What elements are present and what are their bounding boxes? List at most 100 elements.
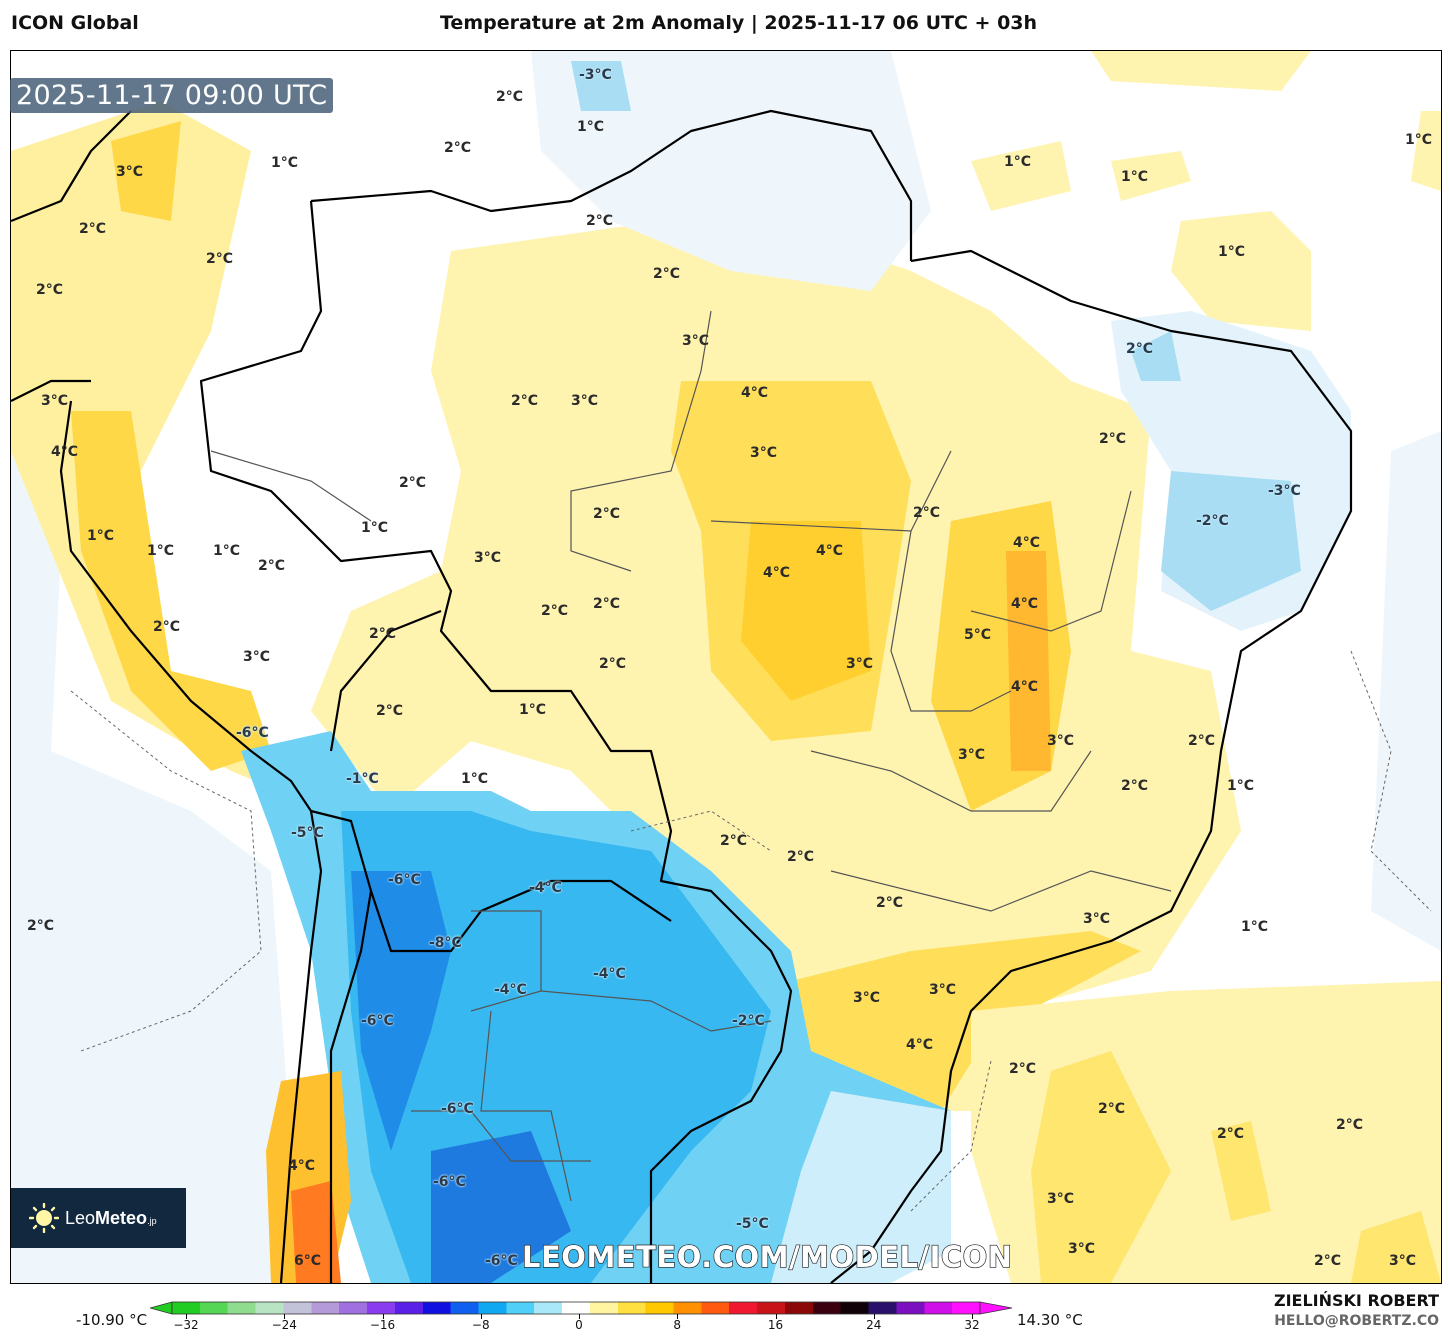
author-name: ZIELIŃSKI ROBERT xyxy=(1273,1291,1439,1310)
contour-label: 2°C xyxy=(1336,1117,1364,1133)
colorbar-tick-label: −8 xyxy=(471,1318,490,1332)
contour-label: -1°C xyxy=(346,771,379,787)
contour-label: -4°C xyxy=(494,982,527,998)
contour-label: 1°C xyxy=(213,543,241,559)
contour-label: 4°C xyxy=(763,565,791,581)
contour-label: -3°C xyxy=(1268,483,1301,499)
contour-label: 3°C xyxy=(958,747,986,763)
contour-label: 3°C xyxy=(853,990,881,1006)
contour-label: 4°C xyxy=(906,1037,934,1053)
colorbar xyxy=(148,1300,1015,1315)
contour-label: 2°C xyxy=(36,282,64,298)
contour-label: -4°C xyxy=(593,966,626,982)
colorbar-tick-mark xyxy=(677,1314,679,1319)
colorbar-tick-label: 8 xyxy=(673,1318,682,1332)
sun-icon xyxy=(28,1202,60,1234)
contour-label: 3°C xyxy=(750,445,778,461)
contour-label: 2°C xyxy=(876,895,904,911)
contour-label: 2°C xyxy=(720,833,748,849)
contour-label: 2°C xyxy=(1126,341,1154,357)
chart-title: Temperature at 2m Anomaly | 2025-11-17 0… xyxy=(440,12,1038,34)
contour-label: 2°C xyxy=(153,619,181,635)
contour-label: 3°C xyxy=(846,656,874,672)
contour-label: 2°C xyxy=(1314,1253,1342,1269)
contour-label: 3°C xyxy=(1068,1241,1096,1257)
contour-label: 2°C xyxy=(1099,431,1127,447)
contour-label: 1°C xyxy=(87,528,115,544)
contour-label: 3°C xyxy=(116,164,144,180)
contour-label: -8°C xyxy=(429,935,462,951)
contour-label: 3°C xyxy=(1083,911,1111,927)
anomaly-map: -3°C 2°C 1°C 2°C 3°C 1°C 1°C 1°C 1°C 2°C 2°C 2°C 1°C… xyxy=(10,50,1442,1284)
colorbar-tick-label: −32 xyxy=(173,1318,199,1332)
contour-label: 4°C xyxy=(51,444,79,460)
contour-label: 3°C xyxy=(1047,733,1075,749)
logo-text: LeoMeteo.jp xyxy=(65,1207,157,1228)
contour-label: 2°C xyxy=(1188,733,1216,749)
contour-label: 4°C xyxy=(288,1158,316,1174)
colorbar-tick-mark xyxy=(972,1314,973,1319)
contour-label: 2°C xyxy=(787,849,815,865)
contour-label: 1°C xyxy=(461,771,489,787)
colorbar-tick-mark xyxy=(579,1314,580,1319)
contour-label: 2°C xyxy=(444,140,472,156)
author-email: HELLO@ROBERTZ.CO xyxy=(1274,1313,1439,1329)
contour-label: 4°C xyxy=(741,385,769,401)
contour-label: 3°C xyxy=(571,393,599,409)
contour-label: 2°C xyxy=(511,393,539,409)
contour-label: 2°C xyxy=(79,221,107,237)
contour-label: -4°C xyxy=(529,880,562,896)
contour-label: 3°C xyxy=(243,649,271,665)
contour-label: -6°C xyxy=(485,1253,518,1269)
contour-label: 1°C xyxy=(147,543,175,559)
contour-label: -5°C xyxy=(291,825,324,841)
colorbar-tick-label: −24 xyxy=(271,1318,297,1332)
contour-label: 2°C xyxy=(593,596,621,612)
contour-label: 3°C xyxy=(682,333,710,349)
colorbar-tick-mark xyxy=(480,1314,482,1319)
contour-label: -6°C xyxy=(433,1174,466,1190)
colorbar-tick-mark xyxy=(775,1314,777,1319)
contour-label: -6°C xyxy=(236,725,269,741)
contour-label: 1°C xyxy=(577,119,605,135)
contour-label: 2°C xyxy=(376,703,404,719)
contour-label: 2°C xyxy=(586,213,614,229)
contour-label: 5°C xyxy=(964,627,992,643)
contour-label: 2°C xyxy=(206,251,234,267)
contour-label: 2°C xyxy=(653,266,681,282)
valid-time-badge: 2025-11-17 09:00 UTC xyxy=(10,78,334,113)
map-background xyxy=(11,51,1441,1283)
contour-label: 3°C xyxy=(1047,1191,1075,1207)
colorbar-tick-label: 0 xyxy=(575,1318,583,1332)
colorbar-tick-mark xyxy=(284,1314,286,1319)
contour-label: -3°C xyxy=(579,67,612,83)
colorbar-tick-label: −16 xyxy=(369,1318,396,1332)
contour-label: 2°C xyxy=(1098,1101,1126,1117)
contour-label: 2°C xyxy=(599,656,627,672)
contour-label: 2°C xyxy=(496,89,524,105)
colorbar-tick-label: 16 xyxy=(767,1318,784,1332)
contour-label: 1°C xyxy=(1218,244,1246,260)
contour-label: 1°C xyxy=(1227,778,1255,794)
watermark-url: LEOMETEO.COM/MODEL/ICON xyxy=(521,1239,1013,1274)
contour-label: 1°C xyxy=(1241,919,1269,935)
contour-label: 4°C xyxy=(1011,596,1039,612)
contour-label: 1°C xyxy=(1405,132,1433,148)
contour-label: 3°C xyxy=(41,393,69,409)
colorbar-tick-mark xyxy=(382,1314,384,1319)
contour-label: -6°C xyxy=(388,872,421,888)
contour-label: 2°C xyxy=(541,603,569,619)
contour-label: -6°C xyxy=(441,1101,474,1117)
contour-label: 2°C xyxy=(913,505,941,521)
colorbar-tick-label: 32 xyxy=(964,1318,980,1332)
contour-label: 2°C xyxy=(1121,778,1149,794)
contour-label: 4°C xyxy=(1011,679,1039,695)
contour-label: -2°C xyxy=(732,1013,765,1029)
contour-label: 4°C xyxy=(816,543,844,559)
contour-label: 2°C xyxy=(593,506,621,522)
contour-label: 4°C xyxy=(1013,535,1041,551)
contour-label: 3°C xyxy=(929,982,957,998)
contour-label: -2°C xyxy=(1196,513,1229,529)
colorbar-min-value: -10.90 °C xyxy=(76,1311,148,1329)
contour-label: 1°C xyxy=(361,520,389,536)
